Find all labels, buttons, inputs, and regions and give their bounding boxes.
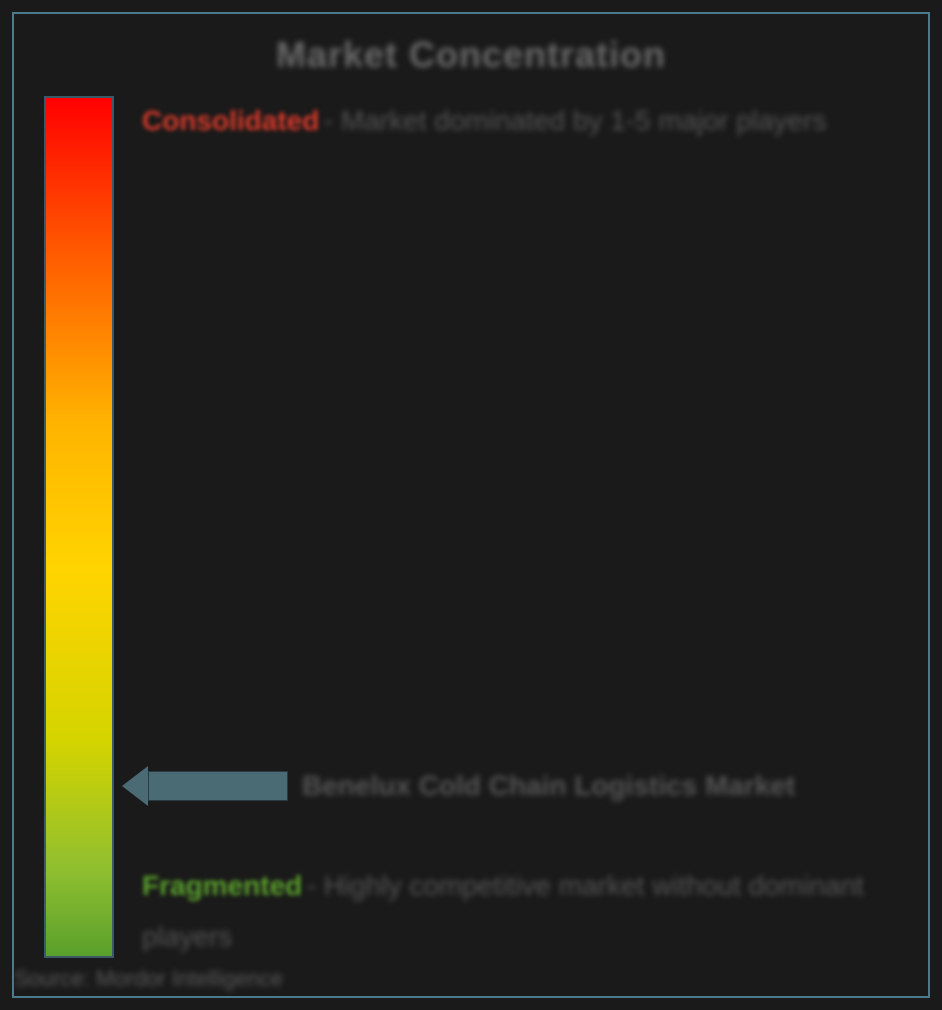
market-position-marker: Benelux Cold Chain Logistics Market (122, 766, 795, 806)
arrow-head-icon (122, 766, 148, 806)
fragmented-label: Fragmented - Highly competitive market w… (142, 861, 888, 962)
consolidated-label: Consolidated - Market dominated by 1-5 m… (142, 96, 888, 146)
consolidated-key: Consolidated (142, 105, 319, 136)
source-attribution: Source: Mordor Intelligence (14, 966, 283, 992)
market-name-label: Benelux Cold Chain Logistics Market (302, 770, 795, 802)
chart-title: Market Concentration (44, 34, 898, 76)
gradient-bar-wrap (44, 96, 114, 958)
arrow-icon (122, 766, 288, 806)
labels-column: Consolidated - Market dominated by 1-5 m… (142, 96, 898, 958)
chart-body: Consolidated - Market dominated by 1-5 m… (44, 96, 898, 958)
chart-frame: Market Concentration Consolidated - Mark… (12, 12, 930, 998)
arrow-body (148, 771, 288, 801)
fragmented-key: Fragmented (142, 870, 302, 901)
concentration-gradient-bar (44, 96, 114, 958)
consolidated-desc: - Market dominated by 1-5 major players (324, 105, 827, 136)
